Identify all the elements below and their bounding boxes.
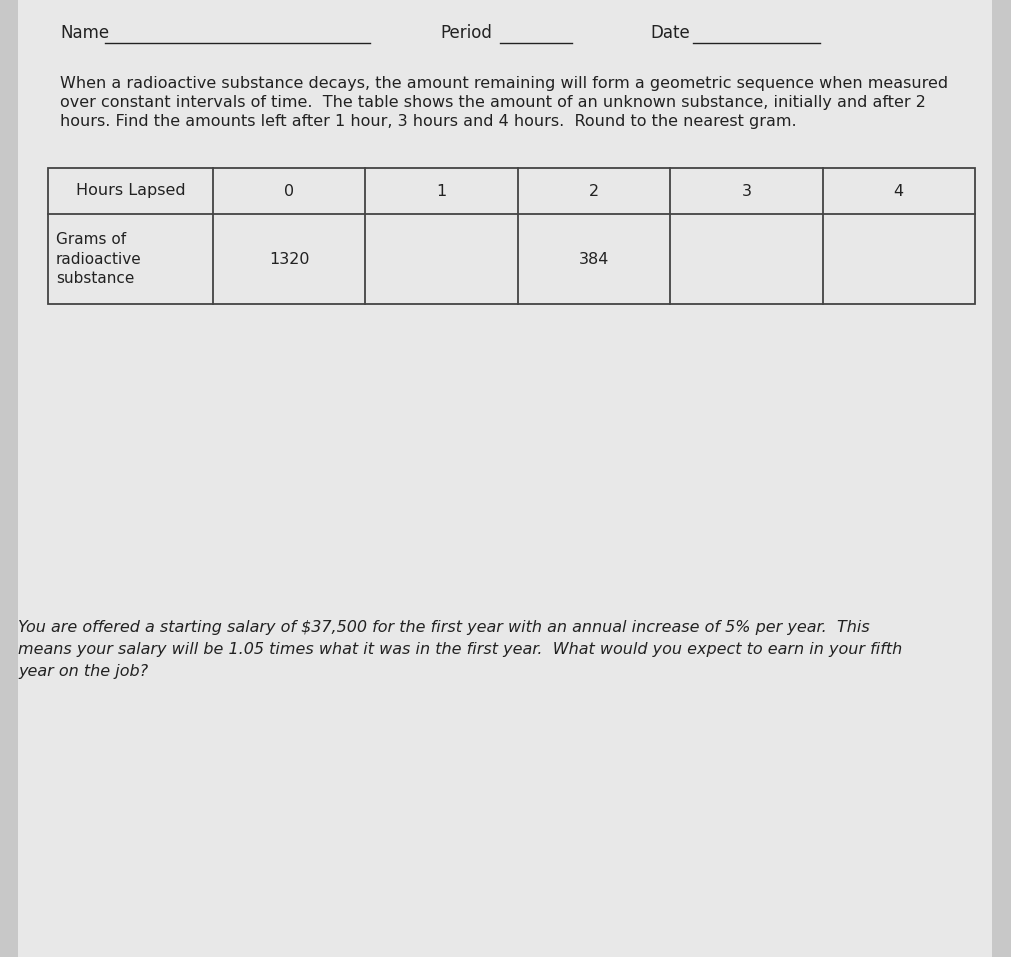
Text: 4: 4 — [893, 184, 903, 198]
Text: over constant intervals of time.  The table shows the amount of an unknown subst: over constant intervals of time. The tab… — [60, 95, 925, 110]
Text: 3: 3 — [741, 184, 750, 198]
Text: 1320: 1320 — [269, 252, 309, 266]
Text: Name: Name — [60, 24, 109, 42]
Text: Hours Lapsed: Hours Lapsed — [76, 184, 185, 198]
Text: 2: 2 — [588, 184, 599, 198]
Text: hours. Find the amounts left after 1 hour, 3 hours and 4 hours.  Round to the ne: hours. Find the amounts left after 1 hou… — [60, 114, 796, 129]
Text: 384: 384 — [578, 252, 609, 266]
Text: 0: 0 — [284, 184, 294, 198]
Text: Grams of
radioactive
substance: Grams of radioactive substance — [56, 232, 142, 286]
Text: year on the job?: year on the job? — [18, 664, 148, 679]
Text: 1: 1 — [436, 184, 446, 198]
Text: You are offered a starting salary of $37,500 for the first year with an annual i: You are offered a starting salary of $37… — [18, 620, 868, 635]
Text: means your salary will be 1.05 times what it was in the first year.  What would : means your salary will be 1.05 times wha… — [18, 642, 902, 657]
Bar — [48, 168, 974, 304]
Text: Period: Period — [440, 24, 491, 42]
Text: When a radioactive substance decays, the amount remaining will form a geometric : When a radioactive substance decays, the… — [60, 76, 947, 91]
Text: Date: Date — [649, 24, 690, 42]
